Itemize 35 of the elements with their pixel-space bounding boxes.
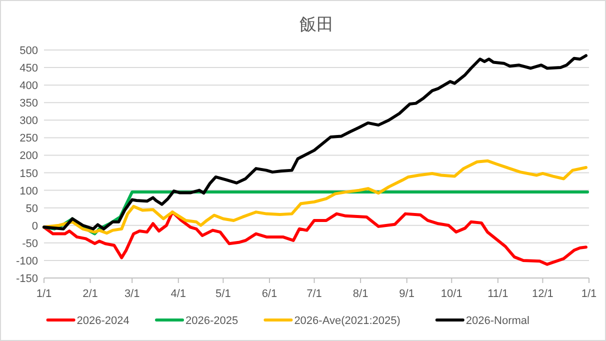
chart-title: 飯田 [300,15,334,34]
x-tick-label: 4/1 [170,288,186,300]
x-tick-label: 8/1 [352,288,368,300]
y-tick-label: 0 [32,220,38,232]
y-tick-label: 450 [20,62,38,75]
y-tick-label: -100 [16,255,38,268]
x-tick-label: 7/1 [306,288,322,300]
y-tick-label: 350 [20,98,38,110]
line-series [42,54,588,230]
y-tick-label: 250 [20,132,38,145]
x-tick-label: 11/1 [488,288,508,300]
y-tick-label: 500 [20,45,38,57]
legend-label: 2026-Ave(2021:2025) [294,315,400,327]
x-tick-label: 2/1 [82,288,98,300]
y-tick-label: 400 [20,80,38,92]
y-tick-label: 100 [20,185,38,198]
y-tick-label: 300 [20,115,38,128]
y-tick-label: -150 [16,273,38,285]
legend-label: 2026-Normal [466,315,530,327]
x-tick-label: 1/1 [581,288,597,300]
x-tick-label: 12/1 [532,288,554,300]
y-tick-label: 50 [26,202,38,215]
x-tick-label: 10/1 [440,288,462,300]
line-series [42,159,588,235]
x-tick-label: 1/1 [36,288,52,300]
x-tick-label: 9/1 [399,288,414,300]
x-tick-label: 6/1 [262,288,278,300]
y-tick-label: 150 [20,168,38,180]
y-tick-label: -50 [22,238,38,250]
legend-label: 2026-2024 [76,315,130,327]
line-series [42,210,588,266]
y-tick-label: 200 [20,150,38,162]
x-tick-label: 5/1 [216,288,231,300]
legend-label: 2026-2025 [186,315,238,327]
x-tick-label: 3/1 [124,288,140,300]
